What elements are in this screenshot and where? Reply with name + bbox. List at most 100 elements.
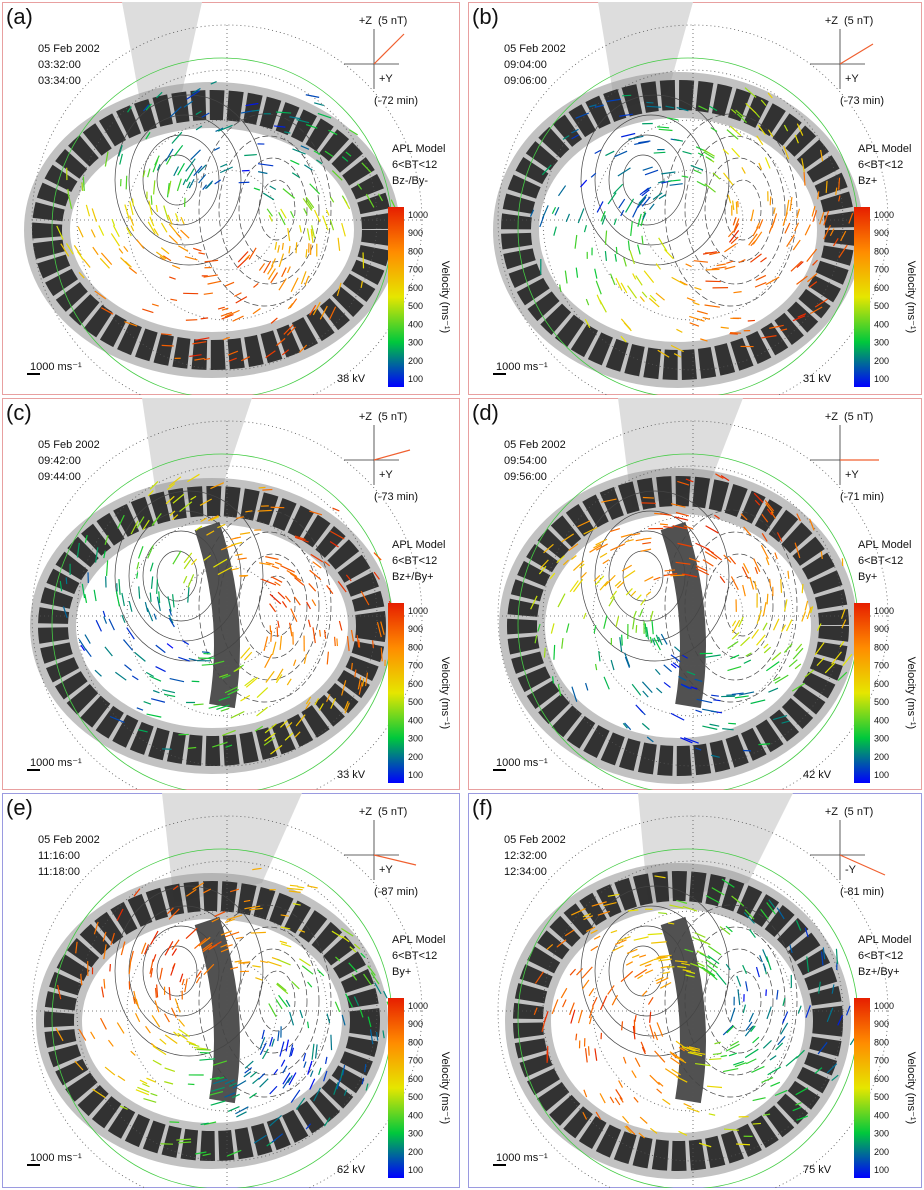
velocity-vector (615, 277, 623, 291)
velocity-vector (614, 1097, 621, 1106)
velocity-vector (271, 641, 277, 656)
potential-contour (664, 509, 798, 703)
velocity-vector (810, 606, 814, 614)
velocity-vector (144, 602, 149, 612)
velocity-vector (244, 651, 253, 661)
velocity-vector (312, 301, 321, 316)
velocity-vector (364, 1064, 367, 1073)
colorbar-tick-label: 900 (408, 228, 423, 238)
velocity-vector (263, 737, 275, 746)
velocity-vector (249, 907, 263, 911)
velocity-vector (609, 273, 616, 286)
velocity-vector (733, 218, 740, 232)
date: 05 Feb 2002 (38, 43, 100, 55)
velocity-vector (727, 230, 734, 238)
velocity-vector (195, 976, 201, 984)
velocity-vector (681, 684, 690, 690)
velocity-vector (735, 109, 745, 118)
velocity-vector (673, 353, 682, 358)
velocity-vector (80, 973, 83, 986)
imf-vector (373, 449, 411, 461)
velocity-vector (167, 596, 172, 612)
velocity-vector (632, 204, 640, 218)
velocity-vector (307, 619, 311, 628)
velocity-vector (265, 670, 275, 683)
velocity-vector (639, 1116, 648, 1124)
colorbar-tick-label: 100 (408, 374, 423, 384)
velocity-vector (237, 251, 249, 263)
model-label: APL Model (858, 143, 911, 155)
velocity-vector (173, 166, 180, 177)
velocity-vector (176, 178, 182, 192)
velocity-vector (162, 255, 172, 262)
velocity-vector (354, 669, 357, 678)
velocity-vector (707, 955, 720, 965)
velocity-vector (745, 1021, 753, 1031)
velocity-vector (186, 1040, 196, 1046)
velocity-vector (228, 1082, 237, 1087)
velocity-vector (289, 884, 299, 887)
potential-contour (724, 179, 762, 241)
velocity-vector (694, 286, 702, 291)
velocity-vector (145, 103, 152, 111)
velocity-vector (341, 935, 350, 943)
velocity-vector (595, 538, 608, 546)
velocity-vector (696, 698, 713, 704)
velocity-vector (180, 216, 185, 225)
velocity-vector (575, 1033, 578, 1041)
colorbar (854, 603, 870, 783)
velocity-vector (768, 687, 779, 693)
velocity-vector (658, 194, 666, 200)
velocity-vector (252, 1077, 260, 1085)
colorbar-tick-label: 200 (874, 1147, 889, 1157)
velocity-vector (360, 952, 366, 959)
panel-label: (b) (472, 4, 499, 29)
velocity-vector (643, 270, 655, 283)
velocity-vector (663, 525, 674, 529)
velocity-vector (645, 591, 652, 596)
velocity-vector (274, 561, 282, 566)
velocity-vector (264, 653, 273, 669)
velocity-vector (770, 511, 776, 519)
velocity-vector (792, 239, 801, 251)
velocity-vector (373, 571, 380, 580)
velocity-vector (230, 710, 245, 719)
velocity-vector (620, 335, 627, 343)
velocity-vector (641, 722, 650, 731)
velocity-vector (286, 266, 291, 274)
velocity-vector (538, 565, 547, 575)
velocity-vector (365, 1083, 369, 1091)
velocity-vector (135, 998, 140, 1009)
start-time: 03:32:00 (38, 59, 81, 71)
velocity-vector (317, 969, 325, 977)
velocity-vector (711, 694, 719, 697)
velocity-vector (766, 593, 769, 605)
velocity-vector (615, 1089, 623, 1100)
velocity-vector (153, 228, 159, 236)
velocity-vector (234, 667, 242, 672)
velocity-vector (689, 322, 700, 327)
velocity-vector (207, 280, 221, 285)
velocity-vector (284, 131, 291, 134)
colorbar-tick-label: 300 (874, 338, 889, 348)
velocity-vector (306, 199, 313, 210)
velocity-vector (835, 187, 838, 195)
velocity-vector (647, 933, 663, 936)
velocity-vector (287, 1075, 293, 1084)
velocity-vector (652, 638, 656, 646)
latitude-circle (126, 119, 328, 321)
velocity-vector (835, 948, 839, 964)
end-time: 09:44:00 (38, 471, 81, 483)
velocity-vector (683, 737, 699, 744)
velocity-vector (622, 1115, 630, 1124)
velocity-vector (687, 1051, 703, 1057)
velocity-vector (807, 273, 818, 283)
velocity-vector (576, 968, 584, 976)
velocity-vector (110, 233, 120, 247)
velocity-vector (583, 1089, 588, 1098)
velocity-vector (678, 1046, 685, 1052)
colorbar-tick-label: 200 (874, 752, 889, 762)
velocity-vector (147, 168, 151, 178)
velocity-vector (760, 544, 769, 560)
